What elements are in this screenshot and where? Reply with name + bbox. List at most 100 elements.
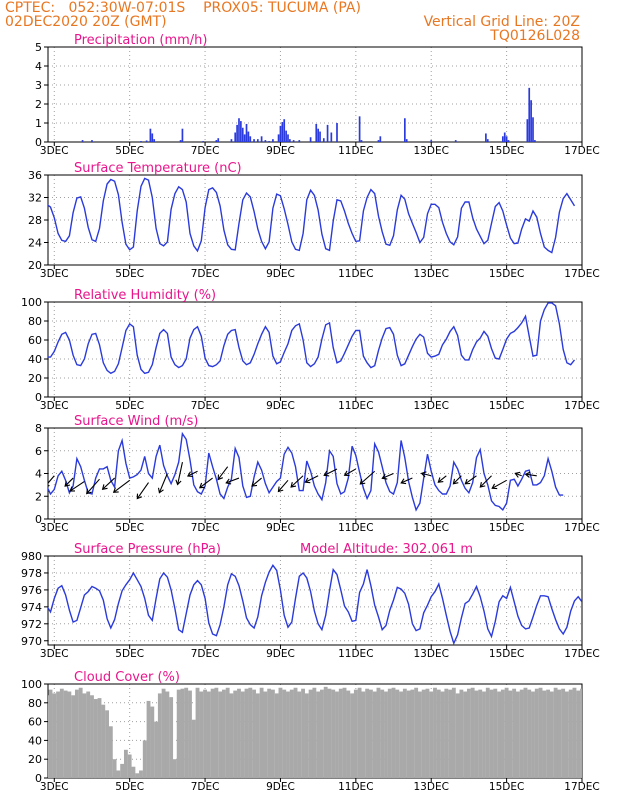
header-line1: CPTEC: 052:30W-07:01S PROX05: TUCUMA (PA… <box>5 0 361 16</box>
precip-xtick-label: 15DEC <box>489 145 524 157</box>
wind-vector-head <box>225 478 232 485</box>
wind-vector-head <box>112 487 119 493</box>
precip-bar <box>532 117 534 142</box>
cloud-bar <box>48 695 49 778</box>
precip-bar <box>534 140 536 142</box>
precip-bar <box>145 140 148 142</box>
precip-bar <box>241 127 244 142</box>
wind-xtick-label: 7DEC <box>191 522 220 534</box>
cloud-bar <box>63 690 68 778</box>
cloud-bar <box>142 740 147 778</box>
cloud-bar <box>237 688 241 778</box>
wind-vector <box>525 473 537 477</box>
rh-ytick-label: 0 <box>35 391 42 404</box>
cloud-bar <box>455 693 460 778</box>
precip-bar <box>330 132 333 142</box>
cloud-ytick-label: 0 <box>35 772 42 785</box>
precip-ytick-label: 0 <box>35 136 42 149</box>
rh-title: Relative Humidity (%) <box>74 288 216 303</box>
precip-bar <box>25 140 27 142</box>
cloud-bar <box>531 691 535 778</box>
precip-bar <box>81 140 84 142</box>
wind-vector-head <box>524 471 531 478</box>
precip-bar <box>240 121 242 142</box>
cloud-bar <box>195 687 200 778</box>
cloud-bar <box>372 691 377 778</box>
cloud-bar <box>293 687 298 778</box>
cloud-bar <box>350 693 354 778</box>
temp-xtick-label: 11DEC <box>338 268 373 280</box>
cloud-bar <box>527 689 532 778</box>
header-date: 02DEC2020 20Z (GMT) <box>5 14 167 30</box>
cloud-xtick-label: 7DEC <box>191 781 220 793</box>
wind-vector-head <box>479 481 486 488</box>
rh-ytick-label: 80 <box>28 315 42 328</box>
precip-bar <box>215 140 218 142</box>
wind-vector-head <box>186 471 193 478</box>
cloud-ytick-label: 20 <box>28 753 42 766</box>
cloud-bar <box>395 689 400 778</box>
cloud-bar <box>319 689 324 778</box>
cloud-bar <box>116 770 121 778</box>
precip-bar <box>486 139 489 142</box>
pres-annotation: Model Altitude: 302.061 m <box>300 542 473 557</box>
cloud-bar <box>101 704 106 778</box>
wind-xtick-label: 13DEC <box>414 522 449 534</box>
cloud-bar <box>557 689 562 778</box>
cloud-bar <box>278 687 283 778</box>
cloud-bar <box>176 689 181 778</box>
cloud-xtick-label: 9DEC <box>266 781 295 793</box>
precip-bar <box>202 141 205 142</box>
precip-bar <box>530 100 532 142</box>
pres-xtick-label: 15DEC <box>489 648 524 660</box>
cloud-bar <box>512 688 517 778</box>
precip-ytick-label: 1 <box>35 117 42 130</box>
wind-vector <box>305 475 319 483</box>
cloud-bar <box>105 710 109 778</box>
wind-vector-head <box>175 479 182 486</box>
precip-bar <box>140 141 142 142</box>
pres-frame <box>47 555 583 646</box>
cloud-bar <box>331 689 336 778</box>
cloud-ytick-label: 100 <box>21 678 42 691</box>
rh-xtick-label: 13DEC <box>414 400 449 412</box>
wind-vector <box>400 477 413 484</box>
cloud-bar <box>255 693 260 778</box>
cloud-bar <box>376 687 381 778</box>
cloud-bar <box>414 687 419 778</box>
cloud-bar <box>172 759 177 778</box>
wind-vector <box>113 479 131 493</box>
precip-bar <box>256 139 259 142</box>
precip-bar <box>336 123 338 142</box>
cloud-bar <box>112 759 117 778</box>
wind-xtick-label: 3DEC <box>40 522 69 534</box>
wind-vector <box>251 477 262 487</box>
rh-xtick-label: 3DEC <box>40 400 69 412</box>
cloud-bar <box>48 689 53 778</box>
cloud-bar <box>244 688 249 778</box>
precip-bar <box>298 140 301 142</box>
precip-bar <box>234 132 237 142</box>
precip-bar <box>21 133 23 142</box>
cloud-title: Cloud Cover (%) <box>74 670 180 685</box>
cloud-bar <box>500 689 505 778</box>
precip-ytick-label: 5 <box>35 41 42 54</box>
cloud-bar <box>436 689 441 778</box>
wind-vector-head <box>491 483 498 490</box>
cloud-bar <box>459 689 464 778</box>
cloud-xtick-label: 3DEC <box>40 781 69 793</box>
wind-vector-head <box>381 473 388 480</box>
cloud-bar <box>470 687 475 778</box>
precip-bar <box>279 125 282 142</box>
wind-vector-head <box>198 482 205 489</box>
cloud-bar <box>259 687 264 778</box>
cloud-bar <box>252 689 256 778</box>
precip-bar <box>16 135 18 142</box>
cloud-bar <box>365 688 370 778</box>
temp-xtick-label: 5DEC <box>115 268 144 280</box>
precip-bar <box>505 136 508 142</box>
precip-ytick-label: 3 <box>35 79 42 92</box>
precip-bar <box>405 139 408 142</box>
cloud-bar <box>497 691 501 778</box>
cloud-bar <box>131 766 136 778</box>
